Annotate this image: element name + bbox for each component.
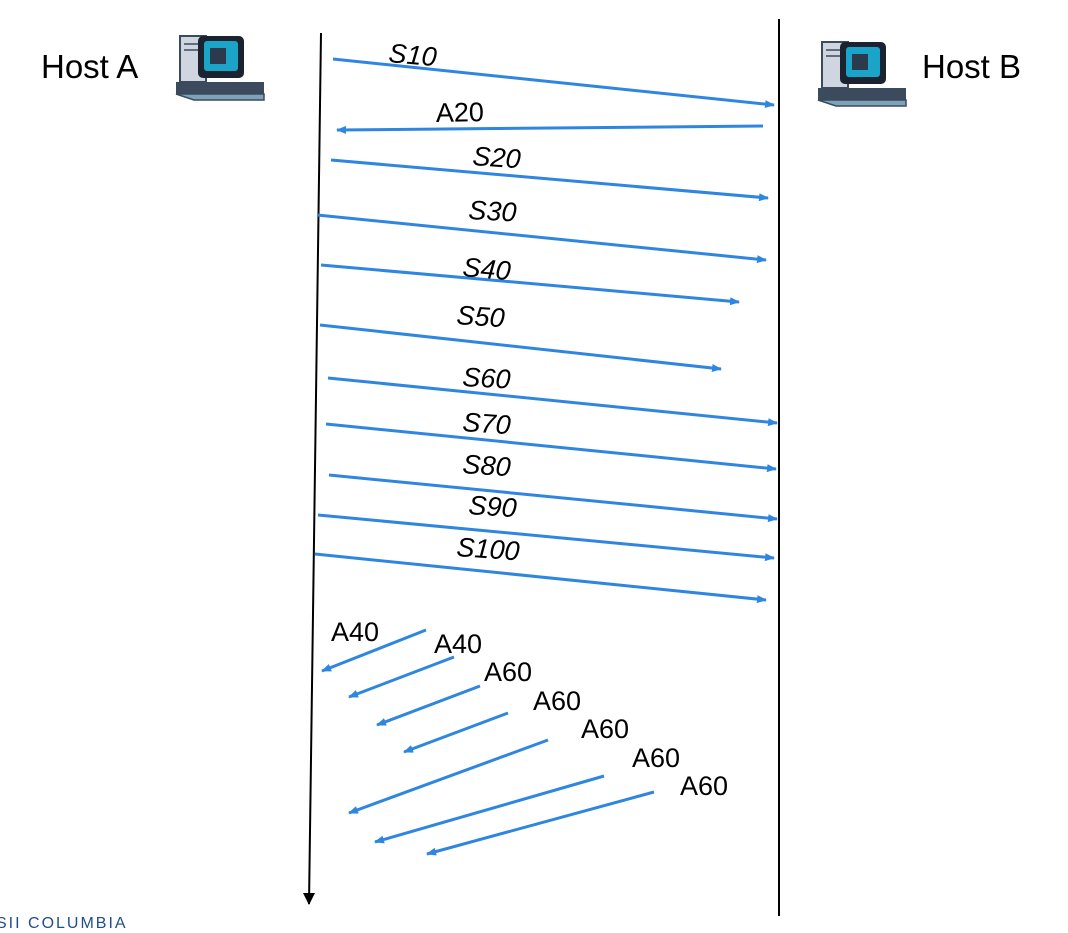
message-label: A60 — [484, 657, 532, 687]
message-arrows: S10 A20 S20 S30 S40 S50 S60 S70 S80 S90 S100 A40 A40… — [314, 38, 778, 856]
segment-arrow-s90 — [317, 513, 775, 562]
segment-arrow-s20 — [330, 158, 769, 202]
ack-arrow-a40 — [321, 628, 427, 673]
segment-arrow-s50 — [319, 323, 722, 372]
segment-arrow-s30 — [316, 213, 767, 264]
message-label: S30 — [468, 195, 518, 227]
host-a-label: Host A — [41, 48, 139, 85]
message-label: A20 — [436, 97, 485, 128]
message-label: S100 — [456, 532, 521, 566]
message-label: A60 — [680, 771, 728, 801]
ack-arrow-a40 — [348, 655, 455, 699]
host-b-label: Host B — [922, 48, 1022, 85]
segment-arrow-s80 — [328, 473, 778, 523]
segment-arrow-s100 — [314, 552, 767, 604]
segment-arrow-s60 — [327, 376, 778, 427]
message-label: S90 — [468, 490, 518, 523]
ack-arrow-a60 — [374, 774, 605, 844]
message-label: S70 — [462, 407, 512, 440]
message-label: S20 — [472, 141, 522, 174]
message-label: S50 — [456, 300, 506, 333]
host-a-timeline — [303, 32, 322, 905]
ack-arrow-a20 — [336, 124, 764, 134]
message-label: A60 — [533, 686, 581, 716]
message-label: S80 — [462, 449, 512, 482]
segment-arrow-s10 — [332, 57, 775, 109]
computer-icon — [817, 41, 907, 107]
message-label: S60 — [462, 362, 512, 394]
message-label: A40 — [434, 629, 482, 659]
ack-arrow-a60 — [348, 738, 549, 815]
message-label: A60 — [632, 743, 680, 773]
message-label: A40 — [331, 617, 379, 647]
segment-arrow-s40 — [320, 263, 740, 306]
message-label: S40 — [461, 252, 511, 286]
ack-arrow-a60 — [426, 790, 655, 856]
segment-arrow-s70 — [325, 422, 777, 473]
computer-icon — [175, 35, 265, 101]
ack-arrow-a60 — [376, 684, 481, 727]
ack-arrow-a60 — [403, 711, 509, 754]
message-label: A60 — [581, 714, 629, 744]
message-label: S10 — [387, 38, 437, 72]
footer-logo-text: SII COLUMBIA — [0, 915, 128, 932]
